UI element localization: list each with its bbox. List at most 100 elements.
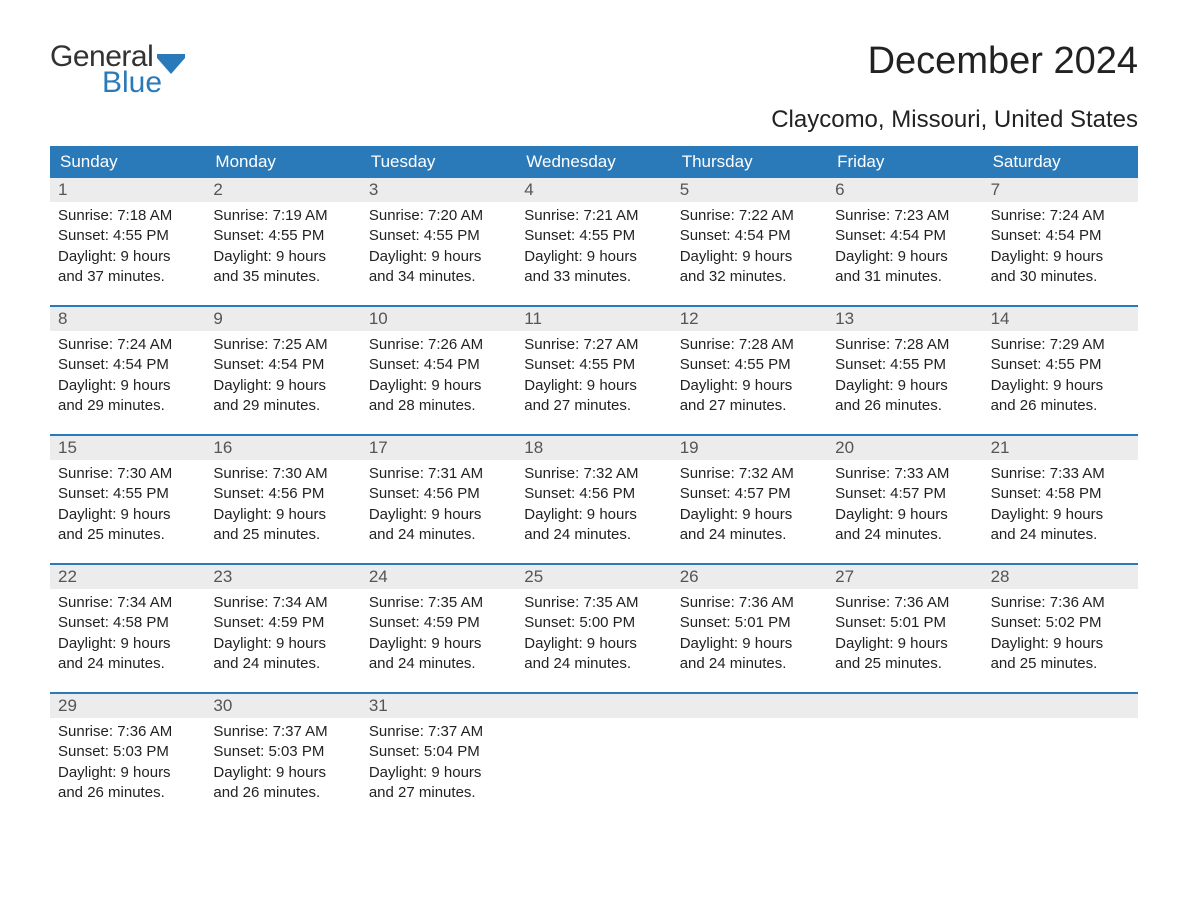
day-number: 7: [983, 178, 1138, 202]
day-number: 28: [983, 565, 1138, 589]
daylight-line: Daylight: 9 hours and 31 minutes.: [835, 247, 974, 288]
sunset-line: Sunset: 4:55 PM: [369, 226, 508, 246]
sunrise-line: Sunrise: 7:36 AM: [991, 593, 1130, 613]
sunset-line: Sunset: 4:58 PM: [991, 484, 1130, 504]
sunset-line: Sunset: 4:54 PM: [213, 355, 352, 375]
sunset-line: Sunset: 5:00 PM: [524, 613, 663, 633]
sunset-line: Sunset: 5:03 PM: [58, 742, 197, 762]
sunrise-line: Sunrise: 7:19 AM: [213, 206, 352, 226]
sunset-line: Sunset: 4:55 PM: [680, 355, 819, 375]
daylight-line: Daylight: 9 hours and 25 minutes.: [58, 505, 197, 546]
day-number: 24: [361, 565, 516, 589]
day-number: 10: [361, 307, 516, 331]
day-body: Sunrise: 7:26 AMSunset: 4:54 PMDaylight:…: [361, 331, 516, 416]
day-body: Sunrise: 7:33 AMSunset: 4:58 PMDaylight:…: [983, 460, 1138, 545]
day-number: 11: [516, 307, 671, 331]
day-body: Sunrise: 7:36 AMSunset: 5:01 PMDaylight:…: [672, 589, 827, 674]
sunrise-line: Sunrise: 7:34 AM: [58, 593, 197, 613]
day-header: Monday: [205, 146, 360, 178]
day-body: Sunrise: 7:18 AMSunset: 4:55 PMDaylight:…: [50, 202, 205, 287]
day-body: [672, 718, 827, 803]
sunset-line: Sunset: 4:55 PM: [524, 355, 663, 375]
day-number: 30: [205, 694, 360, 718]
sunset-line: Sunset: 4:55 PM: [835, 355, 974, 375]
day-number: 5: [672, 178, 827, 202]
day-body: [983, 718, 1138, 803]
day-number: 8: [50, 307, 205, 331]
day-body: Sunrise: 7:31 AMSunset: 4:56 PMDaylight:…: [361, 460, 516, 545]
day-number: 15: [50, 436, 205, 460]
daylight-line: Daylight: 9 hours and 24 minutes.: [524, 634, 663, 675]
daylight-line: Daylight: 9 hours and 35 minutes.: [213, 247, 352, 288]
daylight-line: Daylight: 9 hours and 24 minutes.: [524, 505, 663, 546]
sunset-line: Sunset: 5:02 PM: [991, 613, 1130, 633]
daylight-line: Daylight: 9 hours and 27 minutes.: [680, 376, 819, 417]
day-body: Sunrise: 7:24 AMSunset: 4:54 PMDaylight:…: [50, 331, 205, 416]
daylight-line: Daylight: 9 hours and 24 minutes.: [369, 505, 508, 546]
sunset-line: Sunset: 4:58 PM: [58, 613, 197, 633]
daylight-line: Daylight: 9 hours and 27 minutes.: [524, 376, 663, 417]
sunrise-line: Sunrise: 7:30 AM: [58, 464, 197, 484]
sunrise-line: Sunrise: 7:30 AM: [213, 464, 352, 484]
sunrise-line: Sunrise: 7:33 AM: [991, 464, 1130, 484]
sunset-line: Sunset: 4:55 PM: [58, 484, 197, 504]
daylight-line: Daylight: 9 hours and 29 minutes.: [58, 376, 197, 417]
daylight-line: Daylight: 9 hours and 26 minutes.: [991, 376, 1130, 417]
daylight-line: Daylight: 9 hours and 24 minutes.: [213, 634, 352, 675]
day-body: Sunrise: 7:36 AMSunset: 5:01 PMDaylight:…: [827, 589, 982, 674]
sunrise-line: Sunrise: 7:32 AM: [524, 464, 663, 484]
daylight-line: Daylight: 9 hours and 30 minutes.: [991, 247, 1130, 288]
day-number: 25: [516, 565, 671, 589]
sunrise-line: Sunrise: 7:28 AM: [835, 335, 974, 355]
day-body: Sunrise: 7:20 AMSunset: 4:55 PMDaylight:…: [361, 202, 516, 287]
sunset-line: Sunset: 4:59 PM: [369, 613, 508, 633]
day-number: [827, 694, 982, 718]
sunset-line: Sunset: 4:56 PM: [369, 484, 508, 504]
day-body: Sunrise: 7:19 AMSunset: 4:55 PMDaylight:…: [205, 202, 360, 287]
daylight-line: Daylight: 9 hours and 24 minutes.: [58, 634, 197, 675]
sunset-line: Sunset: 5:01 PM: [680, 613, 819, 633]
day-number: 3: [361, 178, 516, 202]
daylight-line: Daylight: 9 hours and 25 minutes.: [835, 634, 974, 675]
sunset-line: Sunset: 4:57 PM: [835, 484, 974, 504]
day-number: 21: [983, 436, 1138, 460]
sunset-line: Sunset: 4:55 PM: [524, 226, 663, 246]
day-body: Sunrise: 7:28 AMSunset: 4:55 PMDaylight:…: [827, 331, 982, 416]
sunset-line: Sunset: 4:54 PM: [835, 226, 974, 246]
daylight-line: Daylight: 9 hours and 28 minutes.: [369, 376, 508, 417]
day-header: Thursday: [672, 146, 827, 178]
day-number: 4: [516, 178, 671, 202]
logo: General Blue: [50, 40, 185, 100]
day-number: 26: [672, 565, 827, 589]
day-body: Sunrise: 7:24 AMSunset: 4:54 PMDaylight:…: [983, 202, 1138, 287]
sunrise-line: Sunrise: 7:22 AM: [680, 206, 819, 226]
day-body: Sunrise: 7:29 AMSunset: 4:55 PMDaylight:…: [983, 331, 1138, 416]
sunrise-line: Sunrise: 7:29 AM: [991, 335, 1130, 355]
sunrise-line: Sunrise: 7:35 AM: [369, 593, 508, 613]
day-body: [827, 718, 982, 803]
sunrise-line: Sunrise: 7:33 AM: [835, 464, 974, 484]
sunrise-line: Sunrise: 7:37 AM: [369, 722, 508, 742]
sunset-line: Sunset: 4:55 PM: [991, 355, 1130, 375]
day-number: [516, 694, 671, 718]
day-body: Sunrise: 7:21 AMSunset: 4:55 PMDaylight:…: [516, 202, 671, 287]
day-number: [672, 694, 827, 718]
day-number: 31: [361, 694, 516, 718]
day-number: 1: [50, 178, 205, 202]
sunrise-line: Sunrise: 7:35 AM: [524, 593, 663, 613]
sunset-line: Sunset: 4:54 PM: [991, 226, 1130, 246]
location-subtitle: Claycomo, Missouri, United States: [50, 106, 1138, 134]
day-body: Sunrise: 7:32 AMSunset: 4:56 PMDaylight:…: [516, 460, 671, 545]
daylight-line: Daylight: 9 hours and 24 minutes.: [835, 505, 974, 546]
day-number: 16: [205, 436, 360, 460]
daylight-line: Daylight: 9 hours and 26 minutes.: [213, 763, 352, 804]
day-body: Sunrise: 7:37 AMSunset: 5:04 PMDaylight:…: [361, 718, 516, 803]
daylight-line: Daylight: 9 hours and 32 minutes.: [680, 247, 819, 288]
day-body: Sunrise: 7:22 AMSunset: 4:54 PMDaylight:…: [672, 202, 827, 287]
day-number: 19: [672, 436, 827, 460]
day-number: 14: [983, 307, 1138, 331]
sunset-line: Sunset: 4:56 PM: [524, 484, 663, 504]
day-number: 9: [205, 307, 360, 331]
day-body: Sunrise: 7:37 AMSunset: 5:03 PMDaylight:…: [205, 718, 360, 803]
sunrise-line: Sunrise: 7:26 AM: [369, 335, 508, 355]
